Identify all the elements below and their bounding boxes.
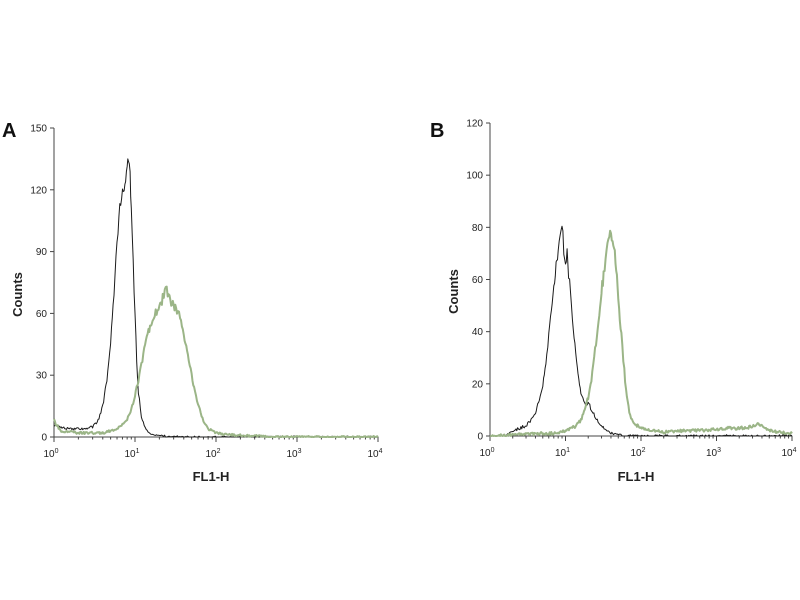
x-axis-label: FL1-H xyxy=(193,469,230,484)
y-tick-label: 120 xyxy=(30,185,47,196)
x-tick-label: 104 xyxy=(367,448,382,460)
x-tick-label: 104 xyxy=(781,447,796,459)
x-tick-label: 103 xyxy=(286,448,301,460)
series-line-2 xyxy=(489,229,793,437)
series-line-2 xyxy=(53,285,379,438)
y-axis-label: Counts xyxy=(10,272,25,317)
series-line-1 xyxy=(53,158,379,438)
series-line-1 xyxy=(490,225,793,437)
y-axis-label: Counts xyxy=(446,269,461,314)
x-tick-label: 100 xyxy=(479,447,494,459)
x-axis-label: FL1-H xyxy=(618,469,655,484)
x-tick-label: 102 xyxy=(630,447,645,459)
y-tick-label: 20 xyxy=(472,379,484,390)
x-tick-label: 101 xyxy=(124,448,139,460)
x-tick-label: 100 xyxy=(43,448,58,460)
x-tick-label: 101 xyxy=(555,447,570,459)
y-tick-label: 0 xyxy=(41,433,47,444)
chart-panel-b: B 0 20 40 60 80 100 120 100 101 102 103 104 FL1-H Coun… xyxy=(430,119,797,485)
y-tick-label: 150 xyxy=(30,124,47,135)
y-tick-label: 80 xyxy=(472,223,484,234)
y-tick-label: 120 xyxy=(466,119,483,130)
y-tick-label: 100 xyxy=(466,171,483,182)
y-tick-label: 60 xyxy=(36,309,48,320)
chart-panel-a: A 0 30 60 90 120 150 100 101 102 103 104 FL1-H Counts xyxy=(2,120,383,484)
y-tick-label: 0 xyxy=(477,432,483,443)
y-tick-label: 40 xyxy=(472,327,484,338)
y-tick-label: 30 xyxy=(36,371,48,382)
x-tick-label: 103 xyxy=(706,447,721,459)
x-tick-label: 102 xyxy=(205,448,220,460)
y-tick-label: 90 xyxy=(36,247,48,258)
panel-letter: B xyxy=(430,120,444,142)
panel-letter: A xyxy=(2,120,16,142)
y-tick-label: 60 xyxy=(472,275,484,286)
